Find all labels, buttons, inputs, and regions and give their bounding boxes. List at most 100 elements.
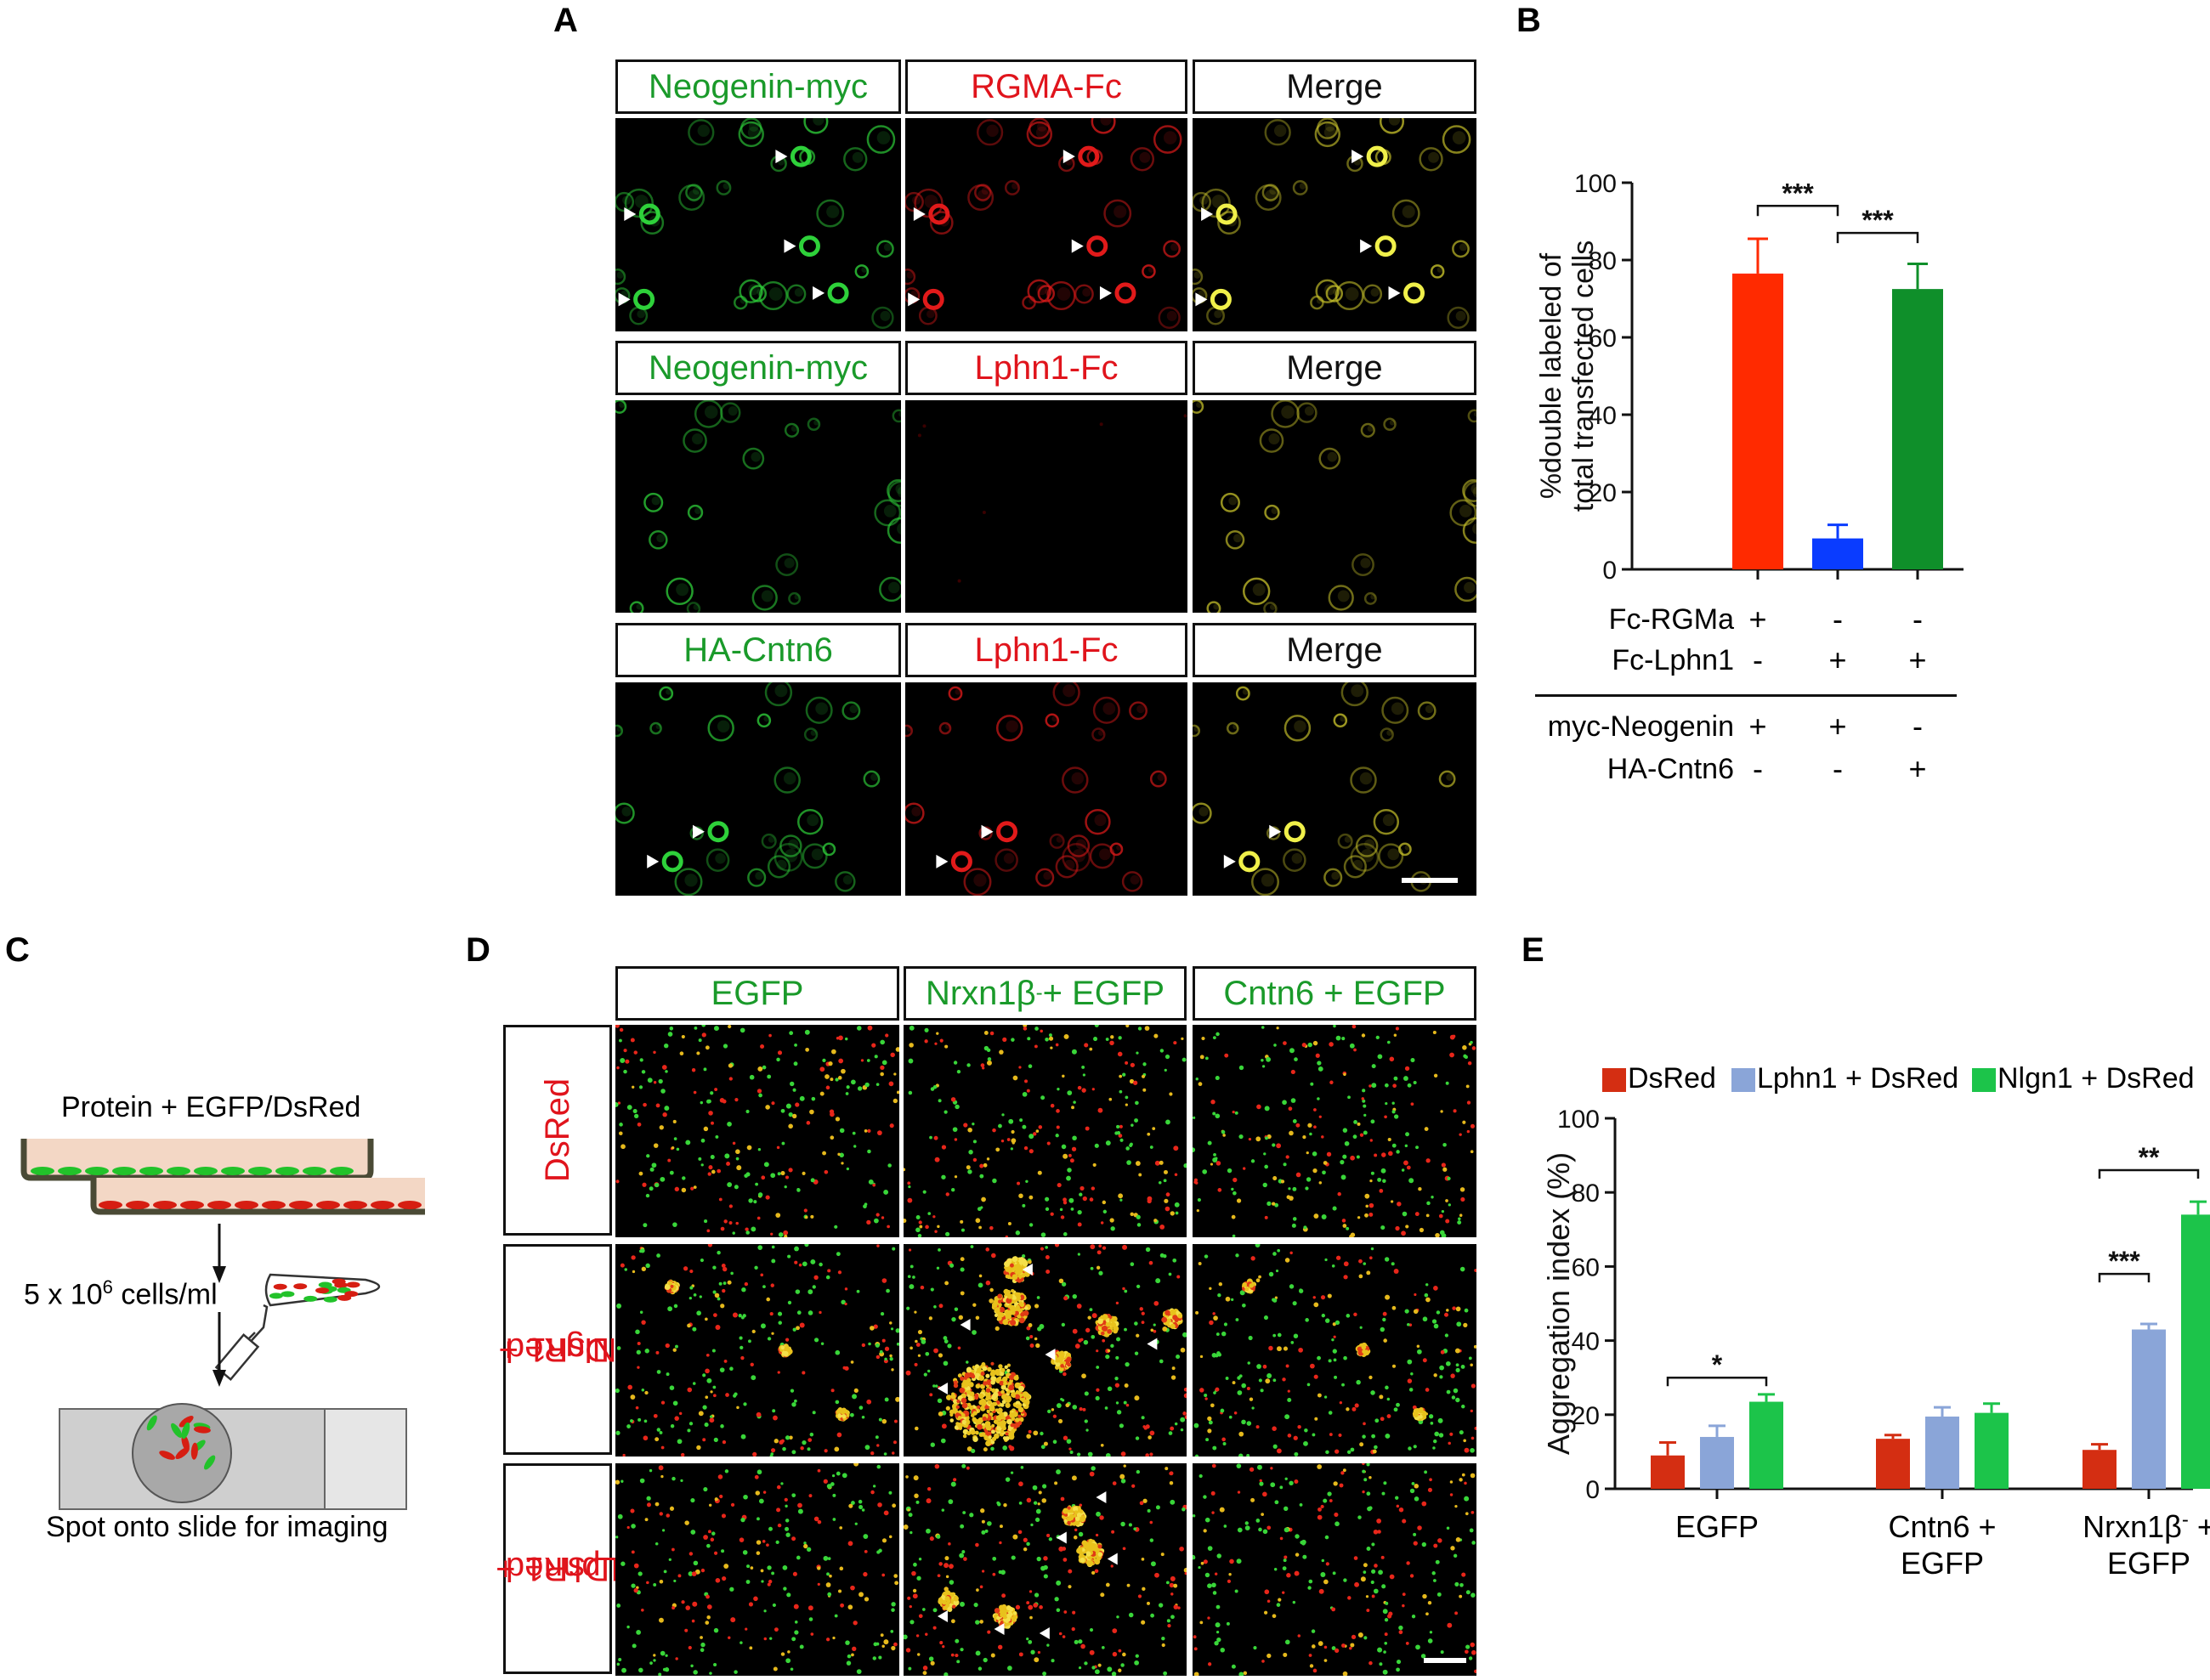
e-sig-label-0: * bbox=[1712, 1349, 1723, 1380]
sign-cell: - bbox=[1833, 751, 1843, 786]
e-sig-bracket-0 bbox=[1666, 1376, 1768, 1387]
row2-green-header: Neogenin-myc bbox=[615, 341, 901, 395]
lphn1-nrxn1b-image bbox=[904, 1463, 1187, 1676]
b-bar-0 bbox=[1732, 273, 1783, 569]
b-y-tick-label: 20 bbox=[1589, 479, 1617, 507]
b-sig-bracket-0 bbox=[1756, 205, 1839, 217]
e-bar-1-1 bbox=[1925, 1416, 1959, 1489]
neogenin-lphn1-green-image bbox=[615, 400, 901, 613]
e-sig-bracket-2 bbox=[2098, 1168, 2200, 1179]
e-y-tick-label: 60 bbox=[1572, 1253, 1600, 1281]
row1-merge-header: Merge bbox=[1193, 59, 1476, 114]
e-bar-0-0 bbox=[1651, 1455, 1685, 1489]
e-bar-1-0 bbox=[1700, 1436, 1734, 1489]
cntn6-lphn1-green-image bbox=[615, 682, 901, 896]
neogenin-lphn1-merge-image bbox=[1193, 400, 1476, 613]
sign-cell: - bbox=[1753, 642, 1763, 677]
b-y-tick-label: 80 bbox=[1589, 247, 1617, 275]
row3-green-header: HA-Cntn6 bbox=[615, 623, 901, 677]
nlgn1-nrxn1b-image bbox=[904, 1244, 1187, 1457]
row2-red-header: Lphn1-Fc bbox=[905, 341, 1187, 395]
nlgn1-cntn6-image bbox=[1193, 1244, 1476, 1457]
cond-label-myc-neogenin: myc-Neogenin bbox=[1547, 710, 1734, 743]
dish-red bbox=[90, 1178, 425, 1215]
cntn6-lphn1-merge-image bbox=[1193, 682, 1476, 896]
legend-swatch-0 bbox=[1602, 1068, 1626, 1092]
e-y-tick-label: 100 bbox=[1557, 1106, 1600, 1134]
nlgn1-egfp-image bbox=[615, 1244, 899, 1457]
b-y-tick-label: 100 bbox=[1574, 170, 1617, 198]
b-y-axis-label-1: total transfected cells bbox=[1567, 240, 1600, 512]
e-sig-label-2: ** bbox=[2139, 1142, 2160, 1173]
col-header-cntn6-egfp: Cntn6 + EGFP bbox=[1193, 966, 1476, 1021]
neogenin-lphn1-red-image bbox=[905, 400, 1187, 613]
legend-label-2: Nlgn1 + DsRed bbox=[1998, 1062, 2195, 1095]
condition-divider bbox=[1535, 694, 1957, 697]
sign-cell: - bbox=[1833, 602, 1843, 636]
sign-cell: + bbox=[1748, 602, 1767, 636]
sign-cell: + bbox=[1908, 642, 1927, 677]
row3-red-header: Lphn1-Fc bbox=[905, 623, 1187, 677]
b-sig-label-0: *** bbox=[1782, 178, 1814, 208]
lphn1-cntn6-image bbox=[1193, 1463, 1476, 1676]
panel-letter-c: C bbox=[5, 931, 30, 969]
b-y-tick-label: 40 bbox=[1589, 402, 1617, 430]
row2-merge-header: Merge bbox=[1193, 341, 1476, 395]
legend-label-1: Lphn1 + DsRed bbox=[1757, 1062, 1959, 1095]
e-bar-2-2 bbox=[2181, 1214, 2210, 1489]
scale-bar-d bbox=[1424, 1658, 1466, 1663]
row-label-dsred: DsRed bbox=[503, 1025, 612, 1236]
scale-bar bbox=[1402, 878, 1458, 883]
e-y-tick-label: 20 bbox=[1572, 1402, 1600, 1430]
b-bar-1 bbox=[1812, 538, 1863, 569]
e-category-label-1: Cntn6 + EGFP bbox=[1888, 1509, 1997, 1581]
dsred-nrxn1b-image bbox=[904, 1025, 1187, 1237]
legend-swatch-1 bbox=[1731, 1068, 1755, 1092]
legend-swatch-2 bbox=[1972, 1068, 1996, 1092]
row1-red-header: RGMA-Fc bbox=[905, 59, 1187, 114]
col-header-nrxn1b-egfp: Nrxn1β - + EGFP bbox=[904, 966, 1187, 1021]
e-category-label-0: EGFP bbox=[1674, 1509, 1759, 1544]
spot-label: Spot onto slide for imaging bbox=[46, 1511, 388, 1543]
pipette bbox=[214, 1304, 269, 1381]
cond-label-ha-cntn6: HA-Cntn6 bbox=[1606, 753, 1734, 785]
b-y-axis-label-0: %double labeled of bbox=[1535, 252, 1567, 499]
panel-letter-a: A bbox=[553, 2, 578, 39]
neogenin-rgma-green-image bbox=[615, 118, 901, 331]
cond-label-fc-lphn1: Fc-Lphn1 bbox=[1612, 644, 1734, 676]
row-label-nlgn1-dsred: Nlgn1 + DsRed bbox=[499, 1244, 616, 1455]
sign-cell: + bbox=[1828, 642, 1847, 677]
e-sig-bracket-1 bbox=[2098, 1272, 2150, 1283]
row1-green-header: Neogenin-myc bbox=[615, 59, 901, 114]
row-label-lphn1-dsred: Lphn1 + DsRed bbox=[496, 1463, 620, 1674]
sign-cell: + bbox=[1908, 751, 1927, 786]
row3-merge-header: Merge bbox=[1193, 623, 1476, 677]
e-bar-1-2 bbox=[2132, 1329, 2166, 1489]
neogenin-rgma-merge-image bbox=[1193, 118, 1476, 331]
b-y-tick-label: 0 bbox=[1602, 557, 1617, 585]
b-sig-bracket-1 bbox=[1836, 231, 1919, 244]
cell-mixing-diagram bbox=[20, 1139, 425, 1510]
panel-b-chart: 0 20 40 60 80 100 *** *** %double labeled of tota… bbox=[1535, 170, 1964, 585]
panel-letter-d: D bbox=[466, 931, 490, 969]
lphn1-egfp-image bbox=[615, 1463, 899, 1676]
e-y-tick-label: 80 bbox=[1572, 1179, 1600, 1208]
e-bar-0-2 bbox=[2082, 1450, 2116, 1489]
cond-label-fc-rgma: Fc-RGMa bbox=[1608, 603, 1734, 636]
dsred-egfp-image bbox=[615, 1025, 899, 1237]
e-bar-2-0 bbox=[1749, 1401, 1783, 1489]
e-bar-2-1 bbox=[1975, 1412, 2009, 1489]
cell-density-label: 5 x 106 cells/ml bbox=[24, 1276, 218, 1311]
neogenin-rgma-red-image bbox=[905, 118, 1187, 331]
sign-cell: - bbox=[1912, 602, 1923, 636]
dsred-cntn6-image bbox=[1193, 1025, 1476, 1237]
e-bar-0-1 bbox=[1876, 1439, 1910, 1489]
legend-label-0: DsRed bbox=[1628, 1062, 1716, 1095]
b-bar-2 bbox=[1892, 289, 1943, 569]
e-y-axis-label: Aggregation index (%) bbox=[1541, 1152, 1576, 1455]
sign-cell: + bbox=[1828, 709, 1847, 744]
b-sig-label-1: *** bbox=[1862, 205, 1894, 235]
e-y-tick-label: 0 bbox=[1585, 1476, 1600, 1504]
sign-cell: - bbox=[1912, 709, 1923, 744]
